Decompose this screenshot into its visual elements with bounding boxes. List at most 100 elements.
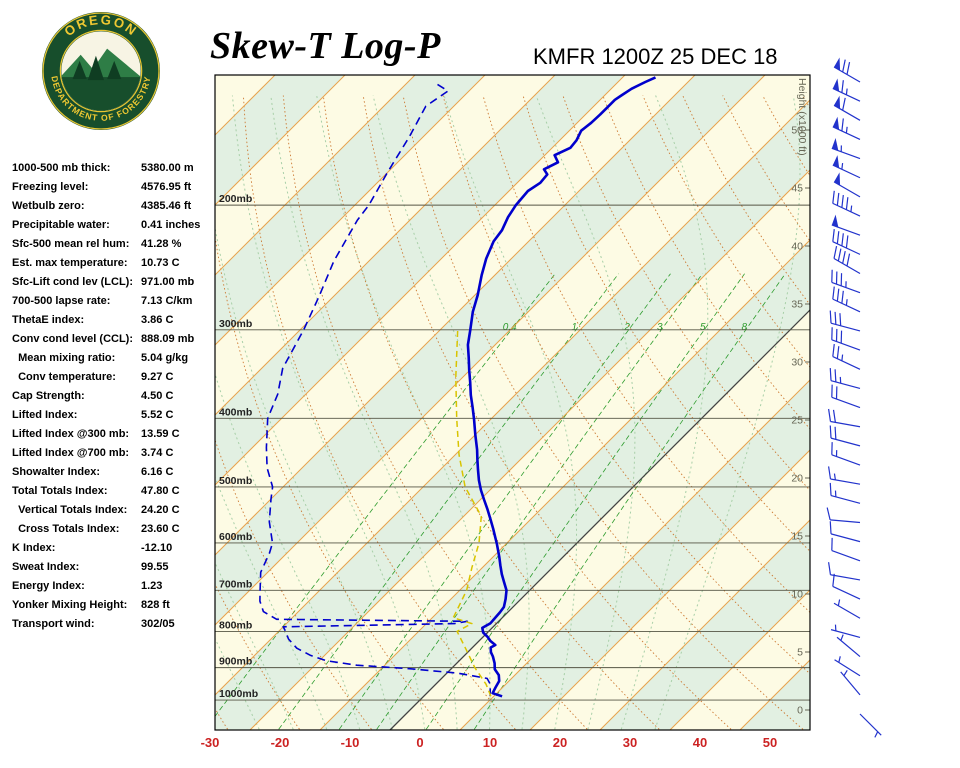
station-label: KMFR 1200Z 25 DEC 18 <box>533 44 778 69</box>
stat-value: 888.09 mb <box>141 333 195 345</box>
page-title: Skew-T Log-P <box>210 25 441 67</box>
stat-value: 23.60 C <box>141 523 180 535</box>
mixing-ratio-label: 0.4 <box>503 322 517 333</box>
stat-label: 1000-500 mb thick: <box>12 162 111 174</box>
stat-value: 5.04 g/kg <box>141 352 189 364</box>
stat-value: 3.74 C <box>141 447 174 459</box>
stat-value: 47.80 C <box>141 485 180 497</box>
height-axis-title: Height (x1000 ft) <box>796 78 808 156</box>
height-label: 35 <box>791 299 803 311</box>
temperature-profile <box>466 76 657 698</box>
height-label: 0 <box>797 705 803 717</box>
stat-value: 4385.46 ft <box>141 200 192 212</box>
stat-label: Mean mixing ratio: <box>12 352 116 364</box>
temp-axis-label: 40 <box>693 735 707 750</box>
stat-value: 971.00 mb <box>141 276 195 288</box>
stat-label: ThetaE index: <box>12 314 85 326</box>
pressure-label: 200mb <box>219 193 252 205</box>
stat-label: Lifted Index: <box>12 409 78 421</box>
stat-row: Lifted Index @300 mb: 13.59 C <box>12 428 222 447</box>
stat-value: 9.27 C <box>141 371 174 383</box>
stat-row: K Index: -12.10 <box>12 542 222 561</box>
stat-row: Sweat Index: 99.55 <box>12 561 222 580</box>
temp-axis-label: 50 <box>763 735 777 750</box>
height-label: 40 <box>791 241 803 253</box>
stat-value: 1.23 <box>141 580 163 592</box>
stat-row: 700-500 lapse rate: 7.13 C/km <box>12 295 222 314</box>
mixing-ratio-label: 3 <box>657 322 663 333</box>
stat-value: 3.86 C <box>141 314 174 326</box>
stat-value: 24.20 C <box>141 504 180 516</box>
trees-icon <box>72 55 122 81</box>
temp-axis-label: 20 <box>553 735 567 750</box>
plot-border <box>214 74 811 731</box>
height-label: 25 <box>791 415 803 427</box>
stat-value: 4576.95 ft <box>141 181 192 193</box>
height-label: 5 <box>797 647 803 659</box>
pressure-label: 700mb <box>219 578 252 590</box>
pressure-lines: 200mb 300mb 400mb 500mb 600mb 700mb 800mb 900mb… <box>215 193 810 701</box>
stat-row: Transport wind: 302/05 <box>12 618 222 637</box>
stat-label: Freezing level: <box>12 181 89 193</box>
stat-value: -12.10 <box>141 542 173 554</box>
temp-axis-label: 30 <box>623 735 637 750</box>
stat-label: Cap Strength: <box>12 390 85 402</box>
stat-value: 302/05 <box>141 618 175 630</box>
pressure-label: 900mb <box>219 656 252 668</box>
stat-row: Lifted Index: 5.52 C <box>12 409 222 428</box>
mixing-ratio-label: 8 <box>742 322 748 333</box>
stat-label: Total Totals Index: <box>12 485 108 497</box>
temp-axis-label: 10 <box>483 735 497 750</box>
stats-panel: 1000-500 mb thick: 5380.00 m Freezing leve… <box>12 162 222 637</box>
height-label: 10 <box>791 589 803 601</box>
stat-row: Yonker Mixing Height: 828 ft <box>12 599 222 618</box>
stat-label: Conv temperature: <box>12 371 116 383</box>
wind-barb-column <box>826 57 882 738</box>
stat-label: Yonker Mixing Height: <box>12 599 128 611</box>
stat-label: 700-500 lapse rate: <box>12 295 111 307</box>
stat-value: 828 ft <box>141 599 170 611</box>
stat-row: Sfc-Lift cond lev (LCL): 971.00 mb <box>12 276 222 295</box>
stat-label: Transport wind: <box>12 618 95 630</box>
stat-row: Est. max temperature: 10.73 C <box>12 257 222 276</box>
stat-value: 5.52 C <box>141 409 174 421</box>
stat-value: 6.16 C <box>141 466 174 478</box>
stat-value: 0.41 inches <box>141 219 201 231</box>
stat-label: Showalter Index: <box>12 466 101 478</box>
mixing-ratio-label: 1 <box>572 322 578 333</box>
stat-row: Showalter Index: 6.16 C <box>12 466 222 485</box>
stat-row: Precipitable water: 0.41 inches <box>12 219 222 238</box>
stat-label: Cross Totals Index: <box>12 523 120 535</box>
pressure-label: 400mb <box>219 406 252 418</box>
stat-row: 1000-500 mb thick: 5380.00 m <box>12 162 222 181</box>
stat-label: K Index: <box>12 542 56 554</box>
stat-row: Mean mixing ratio: 5.04 g/kg <box>12 352 222 371</box>
dewpoint-profile <box>259 83 492 697</box>
pressure-label: 600mb <box>219 531 252 543</box>
stat-value: 41.28 % <box>141 238 182 250</box>
height-label: 30 <box>791 357 803 369</box>
stat-row: Vertical Totals Index: 24.20 C <box>12 504 222 523</box>
mixing-ratio-label: 2 <box>623 322 630 333</box>
pressure-label: 1000mb <box>219 688 258 700</box>
wet-bulb-profile <box>452 329 492 697</box>
isotherms <box>215 75 810 730</box>
height-label: 20 <box>791 473 803 485</box>
stat-value: 7.13 C/km <box>141 295 193 307</box>
temp-axis-label: 0 <box>416 735 423 750</box>
height-label: 15 <box>791 531 803 543</box>
stat-row: Energy Index: 1.23 <box>12 580 222 599</box>
stat-row: ThetaE index: 3.86 C <box>12 314 222 333</box>
mixing-ratio-lines: 0.4 1 2 3 5 8 <box>215 273 786 730</box>
stat-row: Cap Strength: 4.50 C <box>12 390 222 409</box>
stat-row: Cross Totals Index: 23.60 C <box>12 523 222 542</box>
stat-label: Lifted Index @300 mb: <box>12 428 130 440</box>
height-label: 45 <box>791 183 803 195</box>
stat-label: Lifted Index @700 mb: <box>12 447 130 459</box>
stat-label: Vertical Totals Index: <box>12 504 128 516</box>
stat-label: Energy Index: <box>12 580 85 592</box>
stat-row: Sfc-500 mean rel hum: 41.28 % <box>12 238 222 257</box>
